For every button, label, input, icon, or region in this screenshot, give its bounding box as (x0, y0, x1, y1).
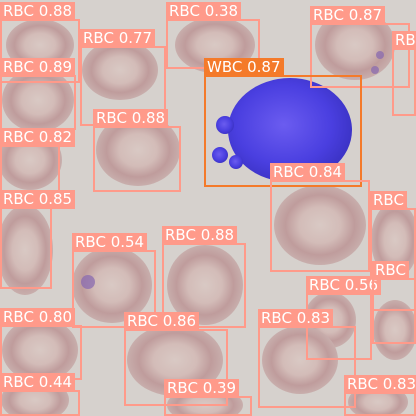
rbc-detection-box: RBC (372, 261, 416, 344)
detection-label: RBC 0.54 (72, 233, 148, 252)
rbc-detection-box: RBC 0.88 (0, 2, 80, 83)
detection-label: RBC 0.80 (0, 308, 76, 327)
rbc-detection-box: RBC 0.89 (0, 58, 76, 130)
detection-label: RBC 0.88 (162, 226, 238, 245)
detection-label: RBC (370, 191, 407, 210)
detection-label: RBC 0.44 (0, 373, 76, 392)
rbc-detection-box: RBC 0.83 (258, 309, 356, 408)
rbc-detection-box: RBC 0.88 (93, 109, 181, 192)
detection-label: RBC (372, 261, 409, 280)
rbc-detection-box: RBC 0.80 (0, 308, 82, 380)
detection-label: RBC 0.88 (93, 109, 169, 128)
wbc-detection-box: WBC 0.87 (204, 58, 362, 187)
detection-label: RBC 0.82 (0, 128, 76, 147)
rbc-detection-box: RBC 0.56 (306, 276, 382, 360)
detection-label: RBC 0.39 (164, 379, 240, 398)
detection-label: RBC 0.84 (270, 163, 346, 182)
rbc-detection-box: RBC 0.85 (0, 190, 76, 289)
rbc-detection-box: RBC 0.84 (270, 163, 370, 272)
detection-label: RBC 0.56 (306, 276, 382, 295)
detection-label: RBC 0.86 (124, 312, 200, 331)
detection-label: RBC 0.77 (80, 29, 156, 48)
rbc-detection-box: RBC 0.44 (0, 373, 80, 416)
detection-label: WBC 0.87 (204, 58, 284, 77)
rbc-detection-box: RBC 0.86 (124, 312, 228, 406)
detection-label: RBC 0.89 (0, 58, 76, 77)
rbc-detection-box: RBC (370, 191, 416, 311)
detection-label: RBC 0.88 (0, 2, 76, 21)
rbc-detection-box: RBC 0.88 (162, 226, 246, 328)
detection-label: RBC 0.87 (310, 6, 386, 25)
rbc-detection-box: RBC (392, 31, 416, 116)
detection-label: RBC 0.83 (344, 375, 416, 394)
rbc-detection-box: RBC 0.39 (164, 379, 252, 416)
detection-label: RBC 0.38 (166, 2, 242, 21)
rbc-detection-box: RBC 0.54 (72, 233, 156, 328)
detection-label: RBC (392, 31, 416, 50)
detection-label: RBC 0.83 (258, 309, 334, 328)
rbc-detection-box: RBC 0.77 (80, 29, 166, 126)
rbc-detection-box: RBC 0.83 (344, 375, 416, 416)
detection-label: RBC 0.85 (0, 190, 76, 209)
